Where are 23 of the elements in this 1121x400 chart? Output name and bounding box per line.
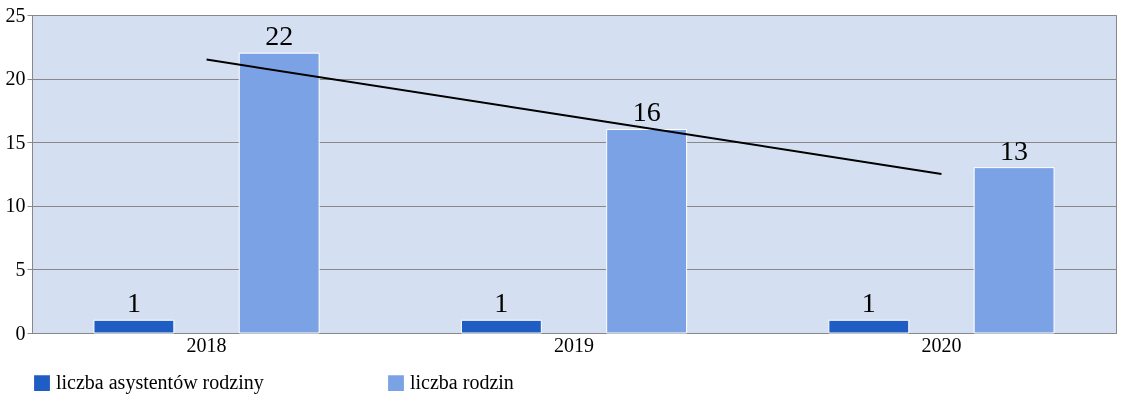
y-tick-label: 15 xyxy=(5,130,26,153)
y-tick-label: 10 xyxy=(5,194,26,217)
bar xyxy=(460,319,542,334)
y-tick-label: 5 xyxy=(15,257,26,280)
bar xyxy=(238,52,320,334)
y-tick-label: 20 xyxy=(5,67,26,90)
x-tick-label: 2019 xyxy=(554,333,594,356)
y-tick-label: 0 xyxy=(15,321,26,344)
bar xyxy=(606,128,688,334)
data-label: 16 xyxy=(632,96,661,128)
x-tick-label: 2020 xyxy=(921,333,962,356)
bar xyxy=(93,319,175,334)
legend-label: liczba asystentów rodziny xyxy=(56,371,264,395)
bar xyxy=(828,319,910,334)
y-tick-label: 25 xyxy=(5,3,26,26)
data-label: 22 xyxy=(265,20,294,52)
legend-label: liczba rodzin xyxy=(410,371,514,394)
data-label: 1 xyxy=(494,287,509,319)
x-tick-label: 2018 xyxy=(186,333,227,356)
data-label: 13 xyxy=(1000,134,1029,166)
data-label: 1 xyxy=(861,287,876,319)
bar xyxy=(973,167,1055,334)
data-label: 1 xyxy=(126,287,141,319)
